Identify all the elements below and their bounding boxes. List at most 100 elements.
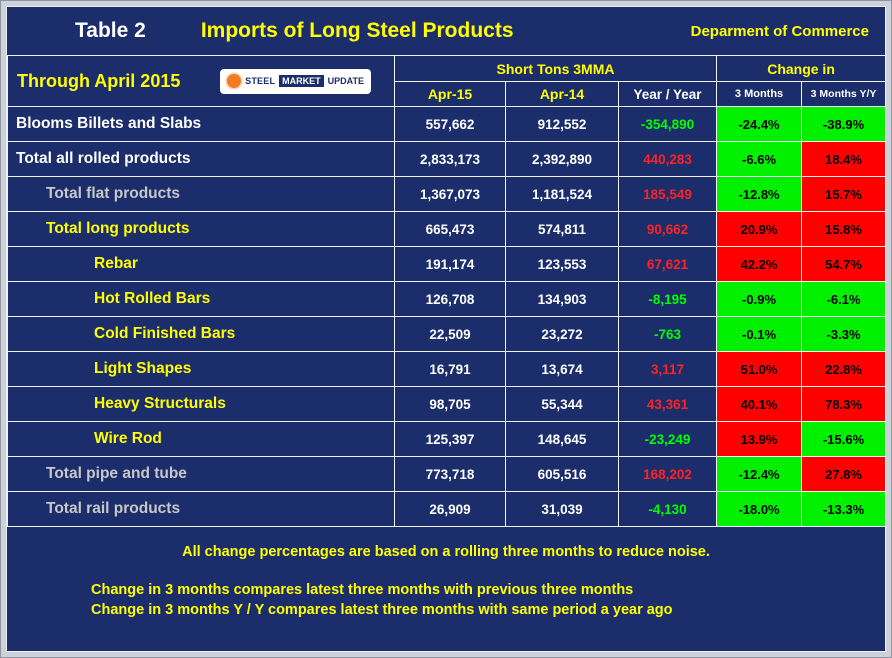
year-over-year-value: 90,662 [617,211,718,247]
change-3-months-cell: -6.6% [716,141,803,177]
apr14-value: 134,903 [505,281,619,317]
footnotes-section: All change percentages are based on a ro… [7,527,885,620]
year-over-year-value: -23,249 [617,421,718,457]
apr14-value: 13,674 [505,351,619,387]
row-label: Total rail products [7,491,395,527]
change-3-months-yy-cell: 22.8% [801,351,885,387]
apr14-value: 2,392,890 [505,141,619,177]
apr14-value: 55,344 [505,386,619,422]
apr14-value: 31,039 [505,491,619,527]
logo-word-steel: STEEL [245,76,276,86]
apr15-value: 191,174 [394,246,506,282]
table-row: Rebar 191,174 123,553 67,621 42.2% 54.7% [7,246,885,282]
year-over-year-value: 185,549 [617,176,718,212]
steel-market-update-logo: STEEL MARKET UPDATE [220,68,371,94]
column-header: 3 Months Y/Y [801,81,885,107]
apr15-value: 2,833,173 [394,141,506,177]
footnote-line: Change in 3 months compares latest three… [91,582,634,598]
footnote-line: All change percentages are based on a ro… [182,544,710,560]
apr14-value: 123,553 [505,246,619,282]
change-3-months-yy-cell: 78.3% [801,386,885,422]
period-header-cell: Through April 2015 STEEL MARKET UPDATE [7,55,395,107]
change-3-months-yy-cell: -13.3% [801,491,885,527]
change-3-months-yy-cell: -38.9% [801,106,885,142]
period-label: Through April 2015 [17,70,181,91]
year-over-year-value: -763 [617,316,718,352]
apr15-value: 98,705 [394,386,506,422]
imports-table: Through April 2015 STEEL MARKET UPDATE S… [7,55,885,527]
footnote-line: Change in 3 months Y / Y compares latest… [91,602,673,618]
change-3-months-yy-cell: 27.8% [801,456,885,492]
table-row: Total all rolled products 2,833,173 2,392,… [7,141,885,177]
change-3-months-yy-cell: -3.3% [801,316,885,352]
column-header: Apr-14 [505,81,619,107]
table-row: Hot Rolled Bars 126,708 134,903 -8,195 -0.9%… [7,281,885,317]
report-panel: Table 2 Imports of Long Steel Products D… [6,6,886,652]
table-row: Wire Rod 125,397 148,645 -23,249 13.9% -15.6% [7,421,885,457]
apr15-value: 126,708 [394,281,506,317]
row-label: Light Shapes [7,351,395,387]
table-number-label: Table 2 [75,19,146,42]
change-3-months-yy-cell: 15.7% [801,176,885,212]
row-label: Blooms Billets and Slabs [7,106,395,142]
year-over-year-value: 168,202 [617,456,718,492]
column-header: 3 Months [716,81,803,107]
logo-word-market: MARKET [279,75,324,87]
column-header: Year / Year [617,81,718,107]
apr14-value: 148,645 [505,421,619,457]
apr15-value: 773,718 [394,456,506,492]
change-3-months-yy-cell: 18.4% [801,141,885,177]
apr14-value: 574,811 [505,211,619,247]
logo-word-update: UPDATE [327,76,364,86]
table-row: Heavy Structurals 98,705 55,344 43,361 40.1%… [7,386,885,422]
row-label: Wire Rod [7,421,395,457]
table-row: Total pipe and tube 773,718 605,516 168,202… [7,456,885,492]
apr14-value: 605,516 [505,456,619,492]
change-3-months-cell: 20.9% [716,211,803,247]
source-label: Deparment of Commerce [690,22,869,40]
row-label: Total pipe and tube [7,456,395,492]
year-over-year-value: 440,283 [617,141,718,177]
apr14-value: 1,181,524 [505,176,619,212]
year-over-year-value: 67,621 [617,246,718,282]
apr14-value: 23,272 [505,316,619,352]
row-label: Total all rolled products [7,141,395,177]
table-row: Total flat products 1,367,073 1,181,524 185… [7,176,885,212]
row-label: Rebar [7,246,395,282]
change-3-months-cell: 13.9% [716,421,803,457]
apr15-value: 557,662 [394,106,506,142]
table-row: Cold Finished Bars 22,509 23,272 -763 -0.1% -… [7,316,885,352]
table-row: Total long products 665,473 574,811 90,662 2… [7,211,885,247]
table-body: Blooms Billets and Slabs 557,662 912,552 -3… [7,106,885,527]
group-header-short-tons: Short Tons 3MMA [393,55,718,82]
footnote-block: Change in 3 months compares latest three… [7,580,885,620]
change-3-months-cell: -0.1% [716,316,803,352]
year-over-year-value: 3,117 [617,351,718,387]
change-3-months-cell: -0.9% [716,281,803,317]
apr15-value: 125,397 [394,421,506,457]
change-3-months-cell: -18.0% [716,491,803,527]
year-over-year-value: 43,361 [617,386,718,422]
apr15-value: 665,473 [394,211,506,247]
column-header: Apr-15 [394,81,506,107]
year-over-year-value: -8,195 [617,281,718,317]
row-label: Heavy Structurals [7,386,395,422]
change-3-months-yy-cell: -15.6% [801,421,885,457]
change-3-months-cell: 40.1% [716,386,803,422]
period-header-inner: Through April 2015 STEEL MARKET UPDATE [9,68,393,94]
table-header: Through April 2015 STEEL MARKET UPDATE S… [7,55,885,107]
sun-icon [227,74,242,88]
year-over-year-value: -4,130 [617,491,718,527]
change-3-months-cell: 51.0% [716,351,803,387]
change-3-months-yy-cell: -6.1% [801,281,885,317]
group-header-change-in: Change in [716,55,885,82]
apr15-value: 16,791 [394,351,506,387]
title-bar: Table 2 Imports of Long Steel Products D… [7,7,885,55]
table-row: Total rail products 26,909 31,039 -4,130 -18… [7,491,885,527]
apr14-value: 912,552 [505,106,619,142]
change-3-months-cell: 42.2% [716,246,803,282]
apr15-value: 22,509 [394,316,506,352]
change-3-months-cell: -12.8% [716,176,803,212]
table-row: Blooms Billets and Slabs 557,662 912,552 -3… [7,106,885,142]
